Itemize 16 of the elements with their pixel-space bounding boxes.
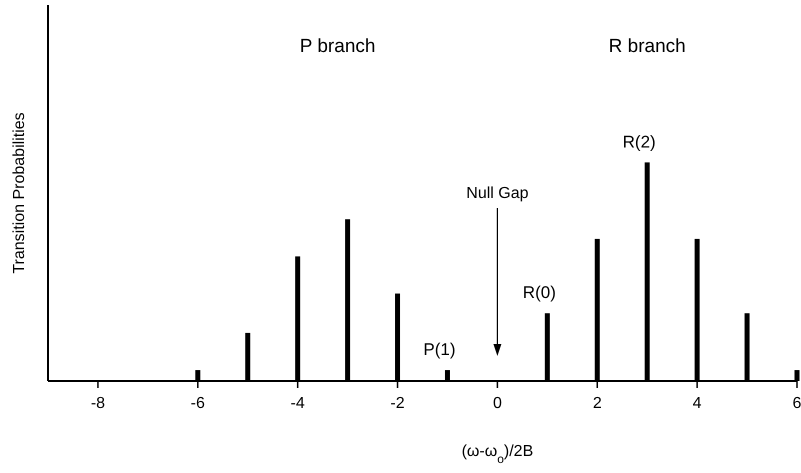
text: R branch: [608, 36, 686, 57]
x-tick-label: -6: [190, 395, 206, 412]
x-tick-label: 4: [692, 395, 702, 412]
text: P branch: [300, 36, 376, 57]
x-tick-label: -2: [390, 395, 405, 412]
annotation: R(2): [622, 132, 656, 152]
x-tick-label: 6: [792, 395, 801, 412]
annotation: R(0): [522, 283, 556, 302]
x-tick-label: -8: [90, 395, 106, 412]
y-axis-title: Transition Probabilities: [11, 112, 28, 274]
x-tick-label: -4: [290, 395, 305, 412]
annotation: Null Gap: [466, 185, 529, 202]
x-axis-title: (ω-ω$_{o}$)/2B: [462, 443, 534, 466]
x-tick-label: 0: [492, 395, 502, 412]
annotation: P(1): [423, 340, 456, 360]
x-tick-label: 2: [592, 395, 602, 412]
